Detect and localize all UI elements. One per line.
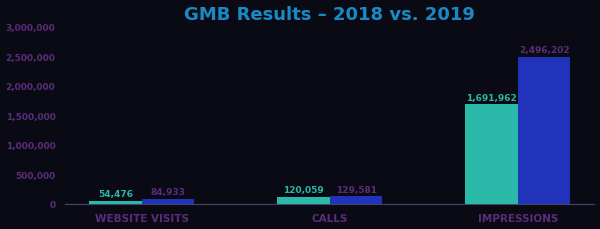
Bar bbox=[518, 57, 571, 204]
Text: 54,476: 54,476 bbox=[98, 189, 133, 198]
Bar bbox=[465, 104, 518, 204]
Text: 84,933: 84,933 bbox=[151, 188, 185, 196]
Bar bbox=[330, 196, 382, 204]
Bar bbox=[277, 197, 330, 204]
Text: 2,496,202: 2,496,202 bbox=[519, 46, 569, 55]
Text: 120,059: 120,059 bbox=[283, 185, 324, 194]
Text: 129,581: 129,581 bbox=[335, 185, 377, 194]
Text: 1,691,962: 1,691,962 bbox=[466, 93, 517, 102]
Title: GMB Results – 2018 vs. 2019: GMB Results – 2018 vs. 2019 bbox=[184, 5, 475, 23]
Bar bbox=[142, 199, 194, 204]
Bar bbox=[89, 201, 142, 204]
